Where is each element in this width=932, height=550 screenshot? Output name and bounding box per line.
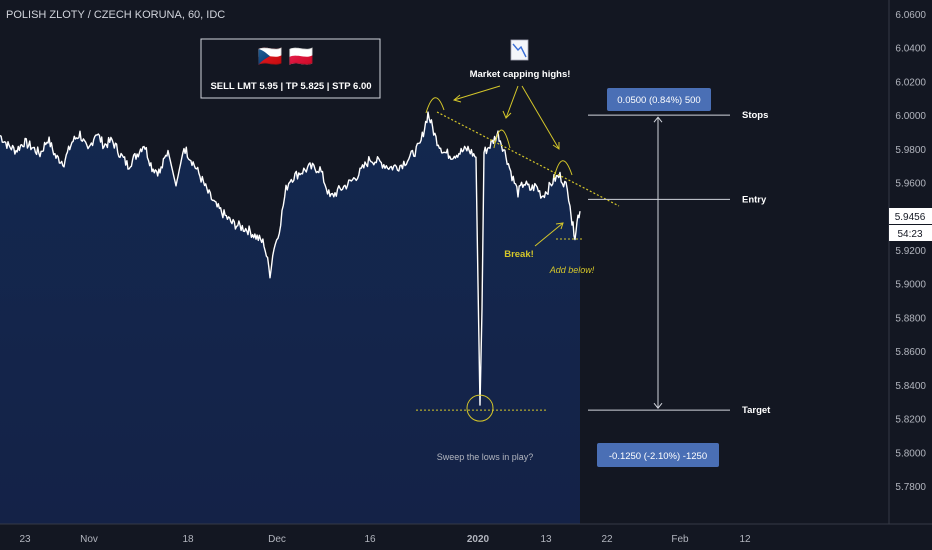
- czech-flag-icon: 🇨🇿: [258, 46, 283, 68]
- y-tick-label: 5.8800: [895, 313, 926, 324]
- x-tick-label: Feb: [671, 534, 689, 545]
- trade-box: [200, 38, 381, 99]
- x-tick-label: 2020: [467, 534, 490, 545]
- time-axis[interactable]: 23 Nov 18 Dec 16 2020 13 22 Feb 12: [19, 534, 751, 545]
- y-tick-label: 5.8200: [895, 415, 926, 426]
- capping-arrows: [452, 85, 560, 150]
- y-tick-label: 5.9600: [895, 179, 926, 190]
- price-line: [0, 111, 581, 406]
- y-tick-label: 6.0600: [895, 10, 926, 21]
- x-tick-label: 22: [601, 534, 613, 545]
- countdown-tag: [889, 225, 932, 241]
- target-measure-box: [597, 443, 719, 467]
- y-tick-label: 6.0000: [895, 111, 926, 122]
- y-tick-label: 5.9200: [895, 246, 926, 257]
- chart-title: POLISH ZLOTY / CZECH KORUNA, 60, IDC: [6, 9, 225, 21]
- capping-label: Market capping highs!: [470, 69, 571, 80]
- add-below-label: Add below!: [549, 265, 595, 275]
- countdown-label: 54:23: [897, 229, 922, 240]
- trade-box-text: SELL LMT 5.95 | TP 5.825 | STP 6.00: [210, 81, 371, 92]
- y-tick-label: 6.0200: [895, 77, 926, 88]
- y-tick-label: 6.0400: [895, 44, 926, 55]
- sweep-label: Sweep the lows in play?: [437, 452, 534, 462]
- y-tick-label: 5.7800: [895, 482, 926, 493]
- current-price-label: 5.9456: [895, 212, 926, 223]
- x-tick-label: 16: [364, 534, 376, 545]
- measure-arrow-top: [653, 116, 663, 123]
- x-tick-label: 18: [182, 534, 194, 545]
- y-tick-label: 5.8600: [895, 347, 926, 358]
- price-axis[interactable]: 6.0600 6.0400 6.0200 6.0000 5.9800 5.9600 5.94…: [895, 10, 926, 493]
- y-tick-label: 5.8000: [895, 448, 926, 459]
- target-label: Target: [742, 405, 771, 416]
- break-label: Break!: [504, 249, 534, 260]
- stops-label: Stops: [742, 110, 768, 121]
- x-tick-label: 13: [540, 534, 552, 545]
- stop-measure-box: [607, 88, 711, 111]
- target-measure-label: -0.1250 (-2.10%) -1250: [609, 451, 707, 462]
- current-price-tag: [889, 208, 932, 224]
- polish-flag-icon: 🇵🇱: [289, 46, 314, 68]
- y-tick-label: 5.9800: [895, 145, 926, 156]
- y-tick-label: 5.8400: [895, 381, 926, 392]
- x-tick-label: 23: [19, 534, 31, 545]
- y-tick-label: 5.9000: [895, 280, 926, 291]
- x-tick-label: 12: [739, 534, 751, 545]
- measure-arrow-bottom: [653, 402, 663, 409]
- entry-label: Entry: [742, 194, 767, 205]
- break-arrow: [534, 222, 564, 247]
- chart-decreasing-icon: [510, 39, 529, 61]
- x-tick-label: Nov: [80, 534, 98, 545]
- price-area-fill: [0, 112, 580, 524]
- x-tick-label: Dec: [268, 534, 286, 545]
- stop-measure-label: 0.0500 (0.84%) 500: [617, 95, 700, 106]
- sweep-circle: [466, 394, 494, 422]
